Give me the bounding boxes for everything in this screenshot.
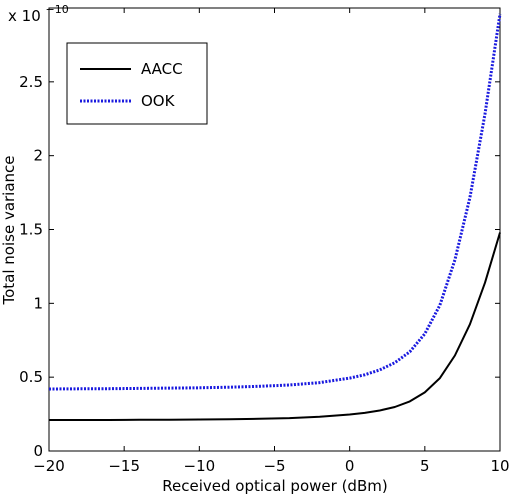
- y-tick-label: 2.5: [19, 73, 43, 91]
- x-tick-label: 0: [345, 457, 355, 475]
- legend-box: [66, 42, 208, 125]
- y-tick-label: 0.5: [19, 368, 43, 386]
- y-tick-label: 2: [33, 147, 43, 165]
- y-tick-label: 0: [33, 442, 43, 460]
- legend-label-aacc: AACC: [141, 60, 183, 78]
- series-line-ook: [48, 13, 502, 391]
- legend: AACC OOK: [66, 42, 208, 125]
- y-multiplier-base: x 10: [8, 7, 41, 25]
- x-tick-label: −20: [33, 457, 65, 475]
- y-tick-label: 1: [33, 294, 43, 312]
- y-tick-label: 1.5: [19, 221, 43, 239]
- series-layer: [48, 13, 502, 421]
- legend-label-ook: OOK: [141, 92, 176, 110]
- x-axis-label: Received optical power (dBm): [162, 477, 387, 495]
- y-multiplier-exponent: −10: [46, 3, 69, 16]
- axis-ticks: −20 −15 −10 −5 0 5 10 0 0.5 1 1.5 2 2.5: [19, 8, 510, 475]
- x-tick-label: 10: [490, 457, 509, 475]
- y-multiplier: x 10 −10: [8, 3, 69, 25]
- x-tick-label: −10: [184, 457, 216, 475]
- x-tick-label: −5: [263, 457, 285, 475]
- x-tick-label: −15: [108, 457, 140, 475]
- y-axis-label: Total noise variance: [0, 155, 18, 305]
- x-tick-label: 5: [420, 457, 430, 475]
- series-line-aacc: [49, 232, 501, 421]
